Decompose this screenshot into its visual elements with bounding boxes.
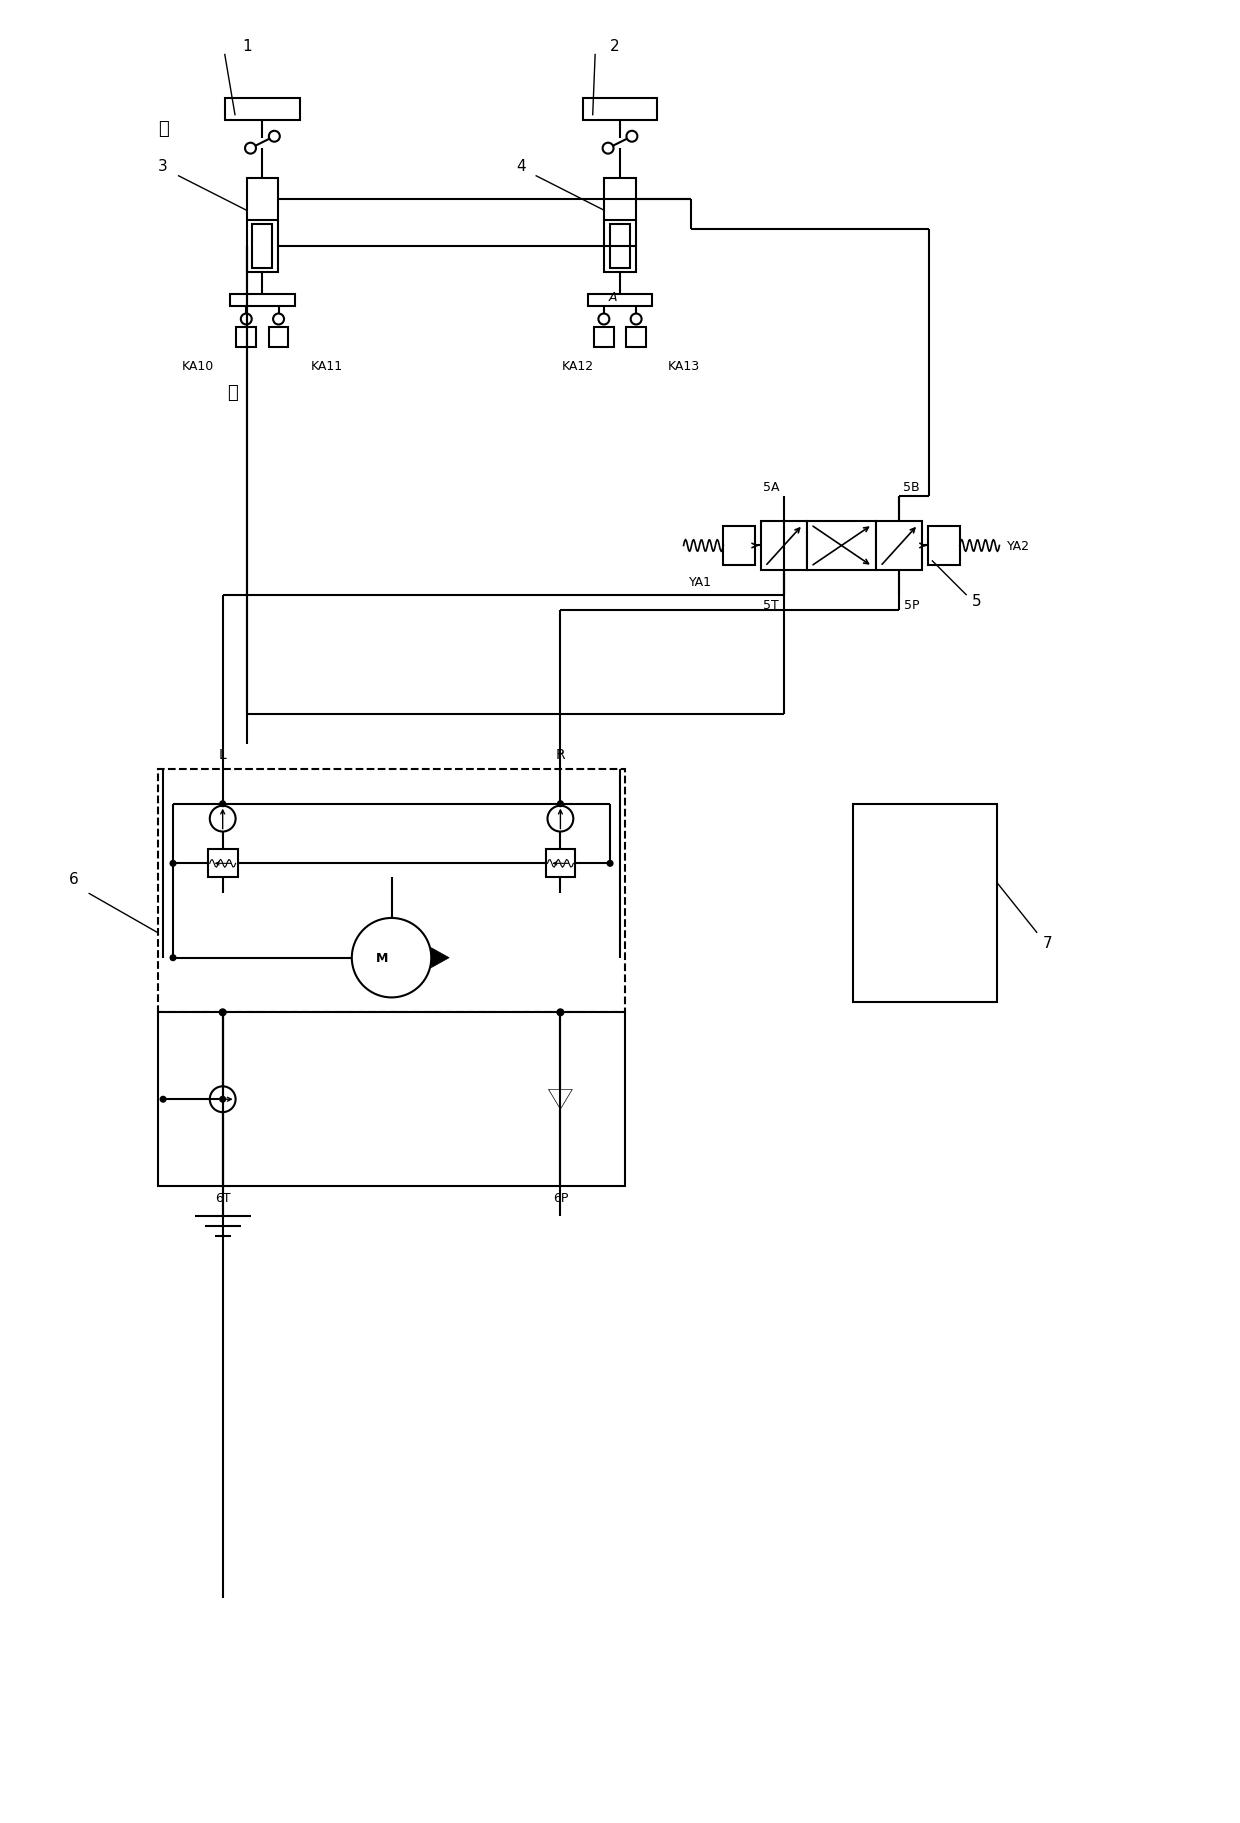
Bar [583, 100, 657, 122]
Bar [928, 527, 960, 565]
Circle shape [273, 314, 284, 324]
Bar [594, 328, 614, 348]
Circle shape [626, 131, 637, 142]
Text: 5B: 5B [903, 481, 920, 494]
Circle shape [219, 1010, 226, 1015]
Text: 右: 右 [157, 120, 169, 139]
Text: 4: 4 [516, 159, 526, 173]
Text: R: R [556, 747, 565, 762]
Text: 5: 5 [972, 592, 981, 609]
Text: 5T: 5T [763, 598, 779, 613]
Text: L: L [218, 747, 227, 762]
Bar [237, 328, 257, 348]
Text: 6P: 6P [553, 1192, 568, 1205]
Circle shape [352, 919, 432, 997]
Circle shape [608, 860, 613, 866]
Bar [247, 179, 278, 273]
Circle shape [548, 806, 573, 831]
Bar [231, 295, 295, 306]
Text: YA2: YA2 [1007, 540, 1030, 552]
Polygon shape [548, 1090, 573, 1110]
Circle shape [161, 1097, 166, 1103]
Bar [610, 226, 630, 270]
Text: KA12: KA12 [562, 359, 594, 372]
Bar [226, 100, 300, 122]
Text: A: A [609, 292, 618, 304]
Bar [253, 226, 273, 270]
Text: M: M [376, 952, 388, 964]
Bar [877, 521, 923, 571]
Circle shape [558, 1010, 563, 1015]
Polygon shape [432, 948, 449, 968]
Bar [761, 521, 807, 571]
Bar [807, 521, 877, 571]
Text: 6T: 6T [215, 1192, 231, 1205]
Text: 左: 左 [227, 383, 238, 401]
Text: KA13: KA13 [668, 359, 701, 372]
Circle shape [221, 1097, 226, 1103]
Bar [208, 850, 238, 877]
Text: 3: 3 [159, 159, 167, 173]
Circle shape [599, 314, 609, 324]
Text: 5P: 5P [904, 598, 920, 613]
Circle shape [210, 806, 236, 831]
Text: KA11: KA11 [310, 359, 342, 372]
Bar [626, 328, 646, 348]
Circle shape [210, 1087, 236, 1112]
Circle shape [241, 314, 252, 324]
Bar [604, 179, 636, 273]
Text: 2: 2 [610, 40, 620, 55]
Text: 7: 7 [1043, 935, 1052, 952]
Text: 5A: 5A [764, 481, 780, 494]
Circle shape [171, 860, 176, 866]
Circle shape [603, 144, 614, 155]
Bar [588, 295, 652, 306]
Circle shape [246, 144, 255, 155]
Bar [546, 850, 575, 877]
Text: 1: 1 [243, 40, 252, 55]
Text: KA10: KA10 [182, 359, 215, 372]
Text: 6: 6 [69, 871, 78, 886]
Bar [159, 769, 625, 1014]
Circle shape [631, 314, 641, 324]
Circle shape [558, 802, 563, 808]
Circle shape [171, 955, 176, 961]
Bar [723, 527, 755, 565]
Bar [159, 1014, 625, 1187]
Bar [269, 328, 289, 348]
Bar [548, 1087, 573, 1090]
Circle shape [221, 802, 226, 808]
Circle shape [269, 131, 280, 142]
Bar [853, 804, 997, 1003]
Text: YA1: YA1 [688, 576, 712, 589]
